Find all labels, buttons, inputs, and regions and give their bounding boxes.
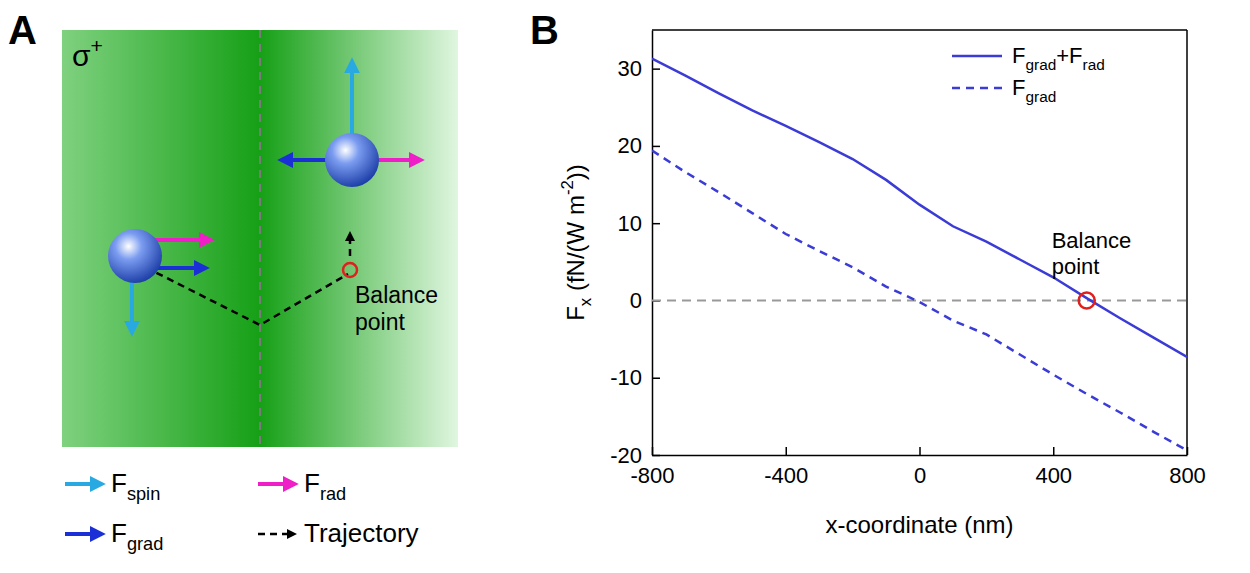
tick-mark <box>1187 447 1189 455</box>
trajectory-arrow <box>349 234 352 256</box>
tick-label: 0 <box>914 463 926 488</box>
tick-label: 20 <box>618 133 642 158</box>
tick: 10 <box>618 211 660 236</box>
legend-arrow <box>258 533 294 536</box>
tick: -10 <box>610 365 660 390</box>
particle <box>108 229 162 283</box>
text-part: grad <box>1025 88 1056 105</box>
text-part: F <box>1012 43 1025 68</box>
tick-label: 0 <box>630 288 642 313</box>
text-line: point <box>355 309 405 335</box>
particle <box>325 133 379 187</box>
figure: Aσ+BalancepointFspinFradFgradTrajectoryB… <box>0 0 1250 573</box>
tick: 800 <box>1169 447 1206 488</box>
y-axis-title: Fx (fN/(W m-2)) <box>558 164 595 321</box>
tick: -20 <box>610 443 660 468</box>
text-part: Trajectory <box>304 518 419 548</box>
legend-label: Fgrad <box>111 518 163 554</box>
tick-mark <box>652 377 660 379</box>
frame <box>652 29 1187 31</box>
tick: 0 <box>914 447 926 488</box>
legend-swatch <box>952 87 1002 90</box>
x-axis: -800-4000400800 <box>630 447 1205 488</box>
text-part: F <box>562 306 589 321</box>
text-part: F <box>111 518 127 548</box>
tick-label: 10 <box>618 211 642 236</box>
text-part: +F <box>1056 43 1082 68</box>
x-axis-title: x-coordinate (nm) <box>825 511 1013 538</box>
legend-label: Fgrad <box>1012 75 1056 105</box>
text-line: Balance <box>1052 228 1132 253</box>
trajectory <box>135 262 348 325</box>
legend-arrow <box>65 532 101 536</box>
legend-label: Fgrad+Frad <box>1012 43 1105 73</box>
y-axis: -20 -10 0 10 20 30 <box>610 31 660 468</box>
text-part: rad <box>320 484 346 504</box>
legend-label: Frad <box>304 468 346 504</box>
tick-mark <box>919 447 921 455</box>
legend-swatch <box>952 55 1002 58</box>
text-part: (fN/(W m <box>562 195 589 298</box>
text-part: x-coordinate (nm) <box>825 511 1013 538</box>
plot-area <box>652 59 1187 451</box>
balance-point-marker <box>343 263 357 277</box>
text-part: grad <box>127 534 163 554</box>
text-part: )) <box>562 164 589 180</box>
legend-arrow <box>65 482 101 486</box>
tick: 20 <box>618 133 660 158</box>
reference-line <box>652 299 1187 301</box>
text-part: σ <box>72 39 91 72</box>
tick-mark <box>1053 447 1055 455</box>
tick-label: -400 <box>764 463 808 488</box>
text-part: spin <box>127 484 160 504</box>
tick-mark <box>786 447 788 455</box>
text-part: F <box>1012 75 1025 100</box>
text-part: -2 <box>558 180 577 195</box>
panel-letter: B <box>530 8 559 52</box>
annotation: Balancepoint <box>1052 228 1132 279</box>
text-part: grad <box>1025 56 1056 73</box>
force-spin <box>130 280 134 332</box>
tick-label: 800 <box>1169 463 1206 488</box>
text-line: point <box>1052 254 1100 279</box>
panel-a: Aσ+BalancepointFspinFradFgradTrajectory <box>8 8 458 554</box>
force-rad <box>150 238 210 242</box>
tick-mark <box>652 146 660 148</box>
tick: 400 <box>1035 447 1072 488</box>
beam-axis <box>259 30 261 447</box>
tick-label: -20 <box>610 443 642 468</box>
panel-letter: A <box>8 8 37 52</box>
force-spin <box>350 62 354 140</box>
tick-mark <box>652 68 660 70</box>
tick-mark <box>652 455 660 457</box>
text-part: + <box>91 34 103 57</box>
tick: -400 <box>764 447 808 488</box>
polarization-label: σ+ <box>72 34 103 73</box>
series-line <box>652 151 1187 451</box>
text-part: F <box>111 468 127 498</box>
balance-point-label: Balancepoint <box>355 282 438 335</box>
legend-label: Trajectory <box>304 518 419 548</box>
legend-arrow <box>258 482 294 486</box>
text-part: F <box>304 468 320 498</box>
beam <box>62 30 458 447</box>
legend: Fgrad+FradFgrad <box>952 43 1105 105</box>
tick-mark <box>652 223 660 225</box>
text-part: rad <box>1083 56 1105 73</box>
axis-line <box>652 31 654 456</box>
tick-label: 30 <box>618 56 642 81</box>
series-line <box>652 59 1187 357</box>
frame <box>1186 30 1188 455</box>
panel-b: B-800-4000400800-20-100102030x-coordinat… <box>530 8 1206 538</box>
balance-point-marker <box>1079 292 1095 308</box>
text-line: Balance <box>355 282 438 308</box>
legend-label: Fspin <box>111 468 160 504</box>
tick-label: -10 <box>610 365 642 390</box>
tick-label: 400 <box>1035 463 1072 488</box>
